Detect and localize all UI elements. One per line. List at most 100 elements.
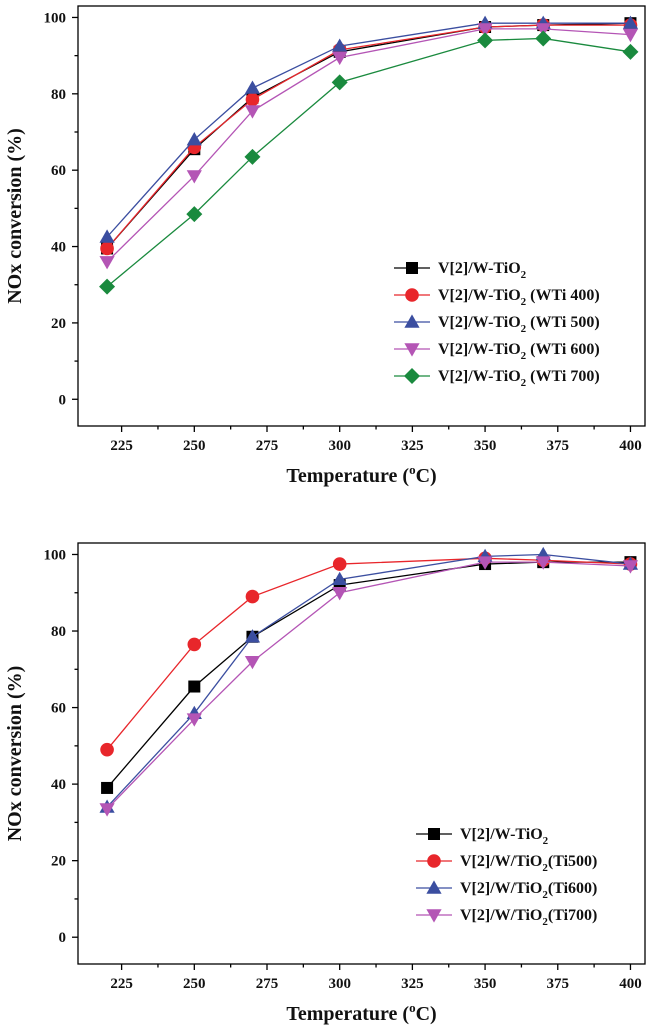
x-tick-label: 250 [183,976,206,992]
series-line [106,22,631,238]
series-line [106,561,631,810]
data-point [477,32,494,49]
legend-label-suffix: (Ti500) [548,853,597,870]
data-point [245,589,260,604]
data-point [332,38,348,52]
x-axis-title-sup: o [409,1000,416,1015]
y-tick-label: 60 [51,163,66,179]
legend-label: V[2]/W-TiO2 (WTi 700) [438,368,600,389]
x-tick-label: 300 [328,976,351,992]
y-axis-title: NOx conversion (%) [4,128,26,304]
y-tick-label: 0 [59,392,67,408]
x-tick-label: 350 [474,976,497,992]
data-point [100,742,114,757]
data-point [187,637,202,652]
legend-label-sub: 2 [542,916,548,928]
x-tick-label: 275 [256,438,279,454]
data-point [244,629,261,643]
legend-label-suffix: (Ti700) [548,907,597,924]
y-tick-label: 100 [44,10,67,26]
data-point [99,229,115,243]
legend-label-suffix: (Ti600) [548,880,597,897]
y-tick-label: 0 [59,930,67,946]
legend-marker [426,880,442,894]
legend-label: V[2]/W-TiO2 (WTi 500) [438,314,600,335]
data-point [477,556,493,570]
legend-label-name: V[2]/W-TiO [460,826,543,843]
series-line [106,37,631,288]
legend: V[2]/W-TiO2V[2]/W/TiO2(Ti500)V[2]/W/TiO2… [416,826,597,928]
y-tick-label: 20 [51,854,66,870]
data-point [332,557,347,571]
legend-marker [406,262,418,274]
legend-label-suffix: (WTi 700) [526,368,599,385]
series-line [106,561,631,789]
x-axis-title-suffix: C) [416,1003,437,1025]
series-3 [99,23,639,270]
legend-label-sub: 2 [543,835,549,847]
y-tick-label: 40 [51,240,66,256]
data-point [99,256,115,270]
x-axis-title-text: Temperature ( [286,1003,409,1025]
data-point [332,587,348,601]
x-axis-title: Temperature (oC) [286,1000,436,1025]
y-tick-label: 20 [51,316,66,332]
legend-marker [427,854,441,868]
x-tick-label: 250 [183,438,206,454]
data-point [100,241,114,256]
data-point [188,680,201,693]
x-tick-label: 350 [474,438,497,454]
data-point [622,15,639,29]
x-tick-label: 375 [547,438,570,454]
data-point [186,132,202,146]
legend-label-name: V[2]/W-TiO [438,341,521,358]
legend-label-suffix: (WTi 400) [526,287,599,304]
data-point [245,92,260,107]
legend-label-sub: 2 [542,889,548,901]
x-tick-label: 275 [256,976,279,992]
legend-marker [404,343,420,357]
x-tick-label: 400 [619,976,642,992]
data-point [332,51,348,66]
y-tick-label: 80 [51,87,66,103]
legend-marker [405,288,419,302]
series-line [106,22,631,249]
legend-label-name: V[2]/W-TiO [438,314,521,331]
plot-frame [77,5,646,427]
legend-label-sub: 2 [521,269,527,281]
data-point [244,655,261,670]
legend-label-sub: 2 [521,377,527,389]
series-1 [100,551,638,757]
x-axis-title: Temperature (oC) [286,462,436,487]
data-point [535,23,551,37]
x-tick-label: 325 [401,438,424,454]
x-tick-label: 300 [328,438,351,454]
legend-label: V[2]/W/TiO2(Ti600) [460,880,597,901]
x-tick-label: 325 [401,976,424,992]
legend-label-sub: 2 [521,296,527,308]
data-point [331,74,348,91]
series-0 [101,556,637,794]
legend-label-name: V[2]/W/TiO [460,880,542,897]
legend-label-suffix: (WTi 500) [526,314,599,331]
legend-marker [404,314,420,328]
data-point [244,148,261,165]
legend-label: V[2]/W-TiO2 (WTi 400) [438,287,600,308]
y-tick-label: 80 [51,624,66,640]
data-point [186,713,202,727]
series-0 [101,17,637,255]
data-point [244,80,261,94]
x-tick-label: 225 [110,438,133,454]
legend-label-name: V[2]/W-TiO [438,368,521,385]
y-tick-label: 40 [51,777,66,793]
y-tick-label: 100 [44,547,67,563]
series-4 [99,30,639,295]
data-point [244,105,261,119]
plot-frame [77,542,646,965]
y-tick-label: 60 [51,701,66,717]
legend-label-name: V[2]/W/TiO [460,853,542,870]
series-1 [100,18,638,256]
legend-label: V[2]/W/TiO2(Ti500) [460,853,597,874]
y-axis-title: NOx conversion (%) [4,666,26,842]
